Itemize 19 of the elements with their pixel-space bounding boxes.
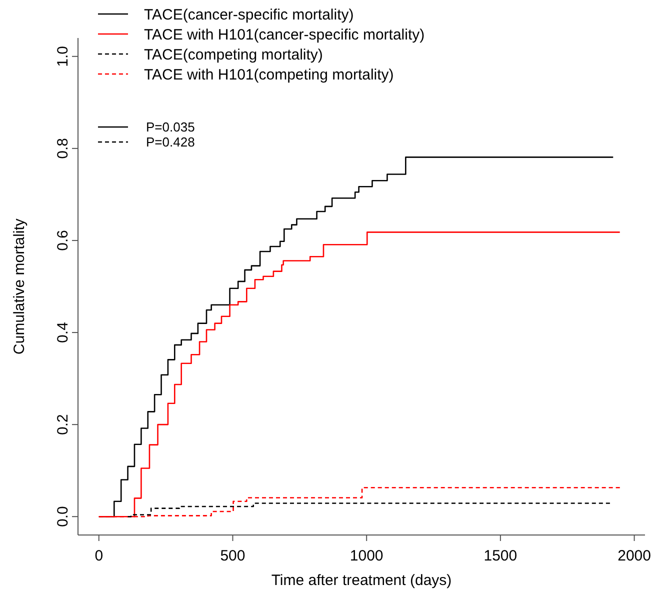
y-axis-title: Cumulative mortality (11, 218, 28, 354)
x-tick-label: 0 (94, 548, 104, 564)
x-tick-label: 1500 (484, 548, 518, 564)
y-tick-label: 0.8 (54, 138, 72, 159)
legend-label: TACE(competing mortality) (144, 46, 323, 64)
x-axis-title: Time after treatment (days) (271, 572, 452, 589)
y-tick-label: 0.4 (54, 322, 72, 343)
y-tick-label: 0.0 (54, 506, 72, 528)
x-tick-label: 1000 (350, 548, 384, 564)
legend-label: TACE with H101(cancer-specific mortality) (144, 26, 425, 44)
annotation: P=0.428 (146, 134, 195, 150)
x-tick-label: 500 (220, 548, 246, 564)
legend-label: TACE(cancer-specific mortality) (144, 6, 354, 24)
y-tick-label: 1.0 (54, 46, 72, 67)
legend-label: TACE with H101(competing mortality) (144, 66, 394, 84)
y-tick-label: 0.2 (54, 414, 72, 435)
annotation: P=0.035 (146, 120, 195, 135)
x-tick-label: 2000 (618, 548, 651, 564)
y-tick-label: 0.6 (54, 230, 72, 251)
